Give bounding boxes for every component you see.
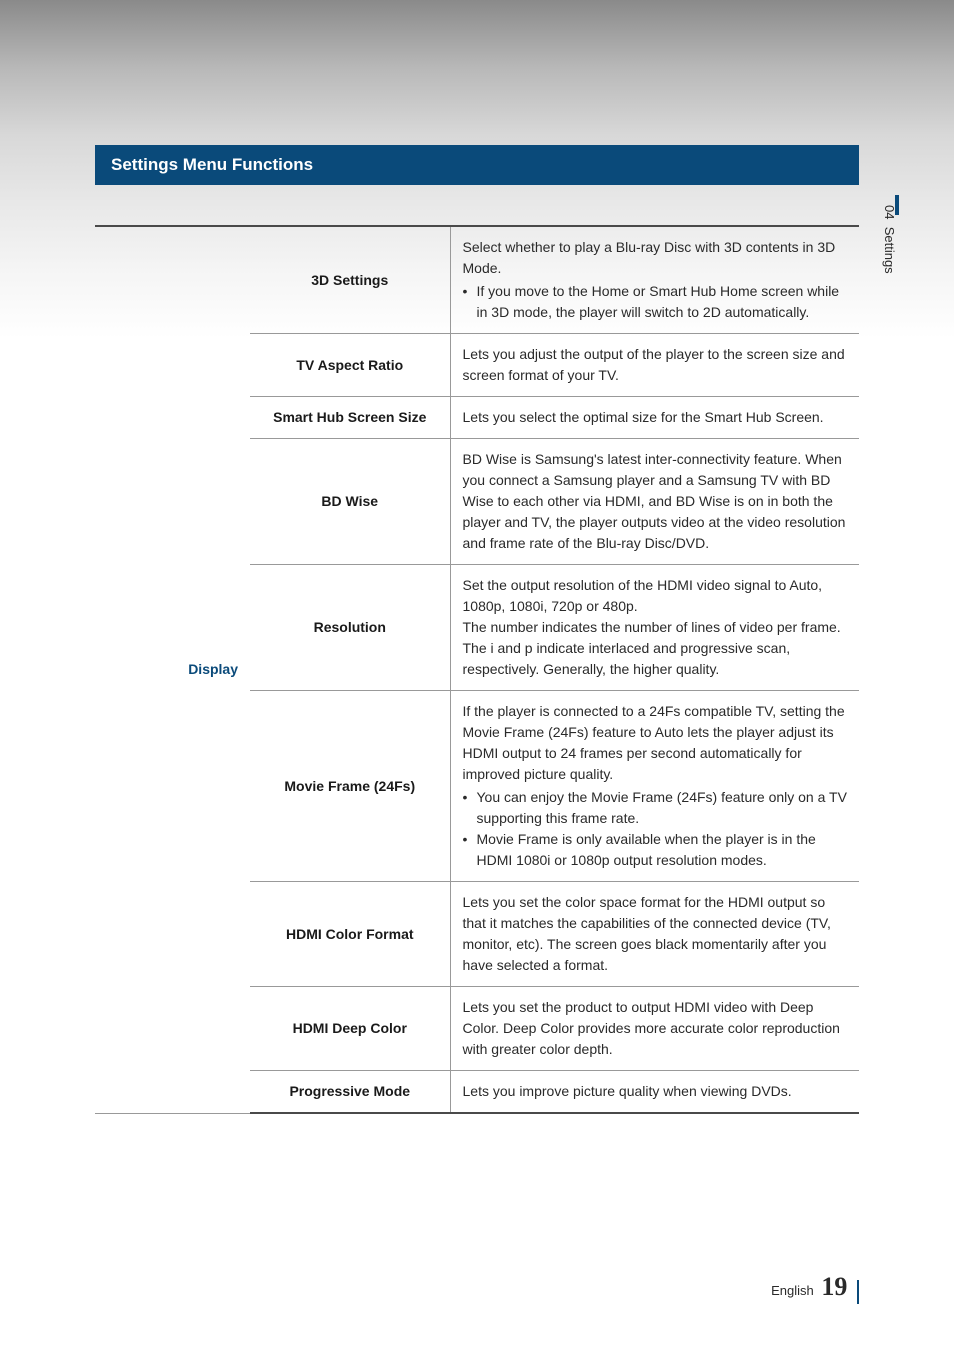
setting-label: TV Aspect Ratio	[250, 334, 450, 397]
setting-description: Lets you improve picture quality when vi…	[450, 1071, 859, 1114]
setting-description: BD Wise is Samsung's latest inter-connec…	[450, 439, 859, 565]
setting-label: HDMI Color Format	[250, 882, 450, 987]
setting-description: Lets you select the optimal size for the…	[450, 397, 859, 439]
setting-description: If the player is connected to a 24Fs com…	[450, 691, 859, 882]
setting-label: Movie Frame (24Fs)	[250, 691, 450, 882]
setting-label: Progressive Mode	[250, 1071, 450, 1114]
setting-label: HDMI Deep Color	[250, 987, 450, 1071]
description-text: Select whether to play a Blu-ray Disc wi…	[463, 239, 836, 276]
setting-description: Lets you set the color space format for …	[450, 882, 859, 987]
page-footer: English 19	[771, 1272, 859, 1304]
setting-label: Smart Hub Screen Size	[250, 397, 450, 439]
page-content: Settings Menu Functions Display 3D Setti…	[0, 0, 954, 1114]
setting-description: Select whether to play a Blu-ray Disc wi…	[450, 226, 859, 334]
footer-language: English	[771, 1283, 814, 1298]
setting-label: BD Wise	[250, 439, 450, 565]
description-text: If the player is connected to a 24Fs com…	[463, 703, 845, 782]
category-cell: Display	[95, 226, 250, 1113]
setting-description: Lets you set the product to output HDMI …	[450, 987, 859, 1071]
settings-table-body: Display 3D Settings Select whether to pl…	[95, 226, 859, 1113]
table-row: Display 3D Settings Select whether to pl…	[95, 226, 859, 334]
bullet-item: You can enjoy the Movie Frame (24Fs) fea…	[463, 787, 848, 829]
bullet-item: Movie Frame is only available when the p…	[463, 829, 848, 871]
settings-table: Display 3D Settings Select whether to pl…	[95, 225, 859, 1114]
page-number: 19	[821, 1272, 847, 1301]
section-header: Settings Menu Functions	[95, 145, 859, 185]
side-tab-number: 04	[882, 205, 897, 219]
description-bullets: You can enjoy the Movie Frame (24Fs) fea…	[463, 787, 848, 871]
setting-description: Lets you adjust the output of the player…	[450, 334, 859, 397]
footer-bar	[857, 1280, 859, 1304]
setting-label: 3D Settings	[250, 226, 450, 334]
bullet-item: If you move to the Home or Smart Hub Hom…	[463, 281, 848, 323]
setting-label: Resolution	[250, 565, 450, 691]
side-tab-label: Settings	[882, 227, 897, 274]
setting-description: Set the output resolution of the HDMI vi…	[450, 565, 859, 691]
description-bullets: If you move to the Home or Smart Hub Hom…	[463, 281, 848, 323]
side-tab: 04 Settings	[882, 205, 897, 274]
